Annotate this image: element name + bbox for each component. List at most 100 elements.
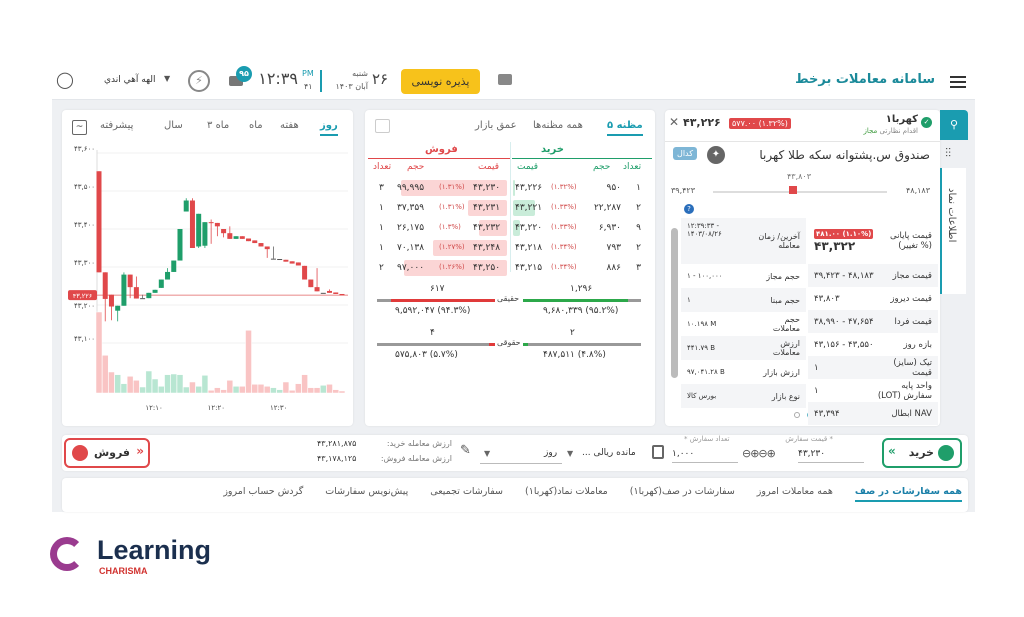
order-book-tab[interactable]: ۵ مظنه xyxy=(607,120,643,136)
order-qty-input[interactable]: ۱,۰۰۰ xyxy=(672,449,738,463)
bottom-tab[interactable]: پیش‌نویس سفارشات xyxy=(325,486,409,497)
candle-body xyxy=(339,293,345,296)
info-label: ارزش معاملات xyxy=(772,339,800,357)
chevron-down-icon[interactable]: ▼ xyxy=(567,449,574,458)
order-book-row[interactable]: ۱ ۹۵۰ (۱.۳۲%) ۴۳,۲۲۶ ۴۳,۲۳۰ (۱.۳۱%) ۹۹,۹۹۵ ۳ xyxy=(365,178,655,198)
chart-tab[interactable]: هفته xyxy=(280,120,299,131)
buy-value-label: ارزش معامله خرید: xyxy=(386,439,452,448)
order-book-row[interactable]: ۳ ۸۸۶ (۱.۳۴%) ۴۳,۲۱۵ ۴۳,۲۵۰ (۱.۲۶%) ۹۷,۰۰۰ ۲ xyxy=(365,258,655,278)
candle-body xyxy=(177,229,183,261)
filter-icon[interactable]: ⫶⫶ xyxy=(945,146,952,160)
buy-pct: (۱.۳۴%) xyxy=(551,243,577,251)
sell-value: ۴۳,۱۷۸,۱۲۵ xyxy=(317,454,357,463)
sell-underline xyxy=(368,158,510,159)
candle-body xyxy=(115,305,121,311)
plug-icon[interactable]: ⚡ xyxy=(188,70,210,92)
chart-tab[interactable]: سال xyxy=(164,120,183,131)
scrollbar[interactable] xyxy=(671,228,678,378)
chevron-down-icon[interactable]: ▼ xyxy=(164,74,171,83)
legal-buy-value: ۴۸۷,۵۱۱ (۴.۸%) xyxy=(543,350,606,360)
bottom-tabs: همه سفارشات در صف همه معاملات امروز سفارشا… xyxy=(62,478,968,512)
info-label: حجم معاملات xyxy=(772,315,800,333)
volume-bar xyxy=(170,373,178,394)
bottom-tab[interactable]: سفارشات در صف(کهربا۱) xyxy=(629,486,735,497)
info-label: آخرین/ زمان معامله xyxy=(758,232,800,250)
buy-price: ۴۳,۲۲۶ xyxy=(515,183,543,193)
order-price-label: قیمت سفارش * xyxy=(785,435,833,443)
sell-button[interactable]: » فروش xyxy=(64,438,150,468)
menu-icon[interactable] xyxy=(950,76,966,88)
help-icon[interactable]: ? xyxy=(684,204,694,214)
candle-body xyxy=(308,279,314,288)
candle-body xyxy=(221,229,227,234)
user-name[interactable]: الهه آهي اندي xyxy=(104,75,156,85)
buy-count: ۲ xyxy=(636,243,641,253)
chart-tab[interactable]: روز xyxy=(320,120,338,136)
balance-select[interactable]: مانده ریالی ... xyxy=(582,448,636,458)
candle-body xyxy=(165,271,171,280)
bottom-tab[interactable]: همه معاملات امروز xyxy=(756,486,833,497)
change-badge: ۵۷۷.۰۰ (۱.۳۲%) xyxy=(729,118,791,129)
sell-button-label: فروش xyxy=(93,446,130,459)
order-book-row[interactable]: ۲ ۲۲,۲۸۷ (۱.۳۳%) ۴۳,۲۲۱ ۴۳,۲۳۱ (۱.۳۱%) ۳۷,۳۵۹ ۱ xyxy=(365,198,655,218)
buy-price-header: قیمت xyxy=(517,162,539,172)
chart-tab[interactable]: ماه xyxy=(249,120,263,131)
info-value: بورس کالا xyxy=(687,392,717,400)
order-price-input[interactable]: ۴۳,۲۳۰ xyxy=(798,449,864,463)
price-stepper-icons[interactable]: ⊖⊕⊖⊕ xyxy=(742,447,776,460)
sell-price-header: قیمت xyxy=(478,162,500,172)
wallet-icon[interactable] xyxy=(498,74,512,85)
legal-sell-value: ۵۷۵,۸۰۳ (۵.۷%) xyxy=(395,350,458,360)
buy-button[interactable]: خرید « xyxy=(882,438,962,468)
sell-price: ۴۳,۲۳۱ xyxy=(473,203,501,213)
y-tick-label: ۴۳,۲۰۰ xyxy=(74,302,95,310)
chart-tab[interactable]: پیشرفته xyxy=(100,120,134,131)
validity-select[interactable]: روز xyxy=(544,448,558,458)
order-book-row[interactable]: ۲ ۷۹۳ (۱.۳۴%) ۴۳,۲۱۸ ۴۳,۲۴۸ (۱.۲۷%) ۷۰,۱۳۸ ۱ xyxy=(365,238,655,258)
info-label: واحد پایه سفارش (LOT) xyxy=(877,380,932,401)
codal-button[interactable]: کدال xyxy=(673,147,698,160)
legal-buy-share-bar xyxy=(523,343,529,346)
depth-chart-icon[interactable] xyxy=(375,119,390,133)
eraser-icon[interactable]: ✎ xyxy=(460,443,471,458)
info-row: بورس کالا نوع بازار xyxy=(681,384,806,408)
search-button[interactable]: ⚲ xyxy=(940,110,968,140)
ipo-button[interactable]: پذیره نویسی xyxy=(401,69,480,94)
sell-count: ۲ xyxy=(379,263,384,273)
y-tick-label: ۴۳,۴۰۰ xyxy=(74,221,95,229)
user-icon[interactable]: ◯ xyxy=(56,70,74,89)
legal-label: حقوقی xyxy=(497,338,521,347)
real-label: حقیقی xyxy=(497,294,520,303)
close-icon[interactable]: ✕ xyxy=(669,115,680,129)
last-price-tag-bg xyxy=(68,290,97,301)
calculator-icon[interactable] xyxy=(652,445,664,459)
chevron-down-icon[interactable]: ▼ xyxy=(484,449,491,458)
bottom-tab[interactable]: همه سفارشات در صف xyxy=(854,486,962,502)
bottom-tab[interactable]: گردش حساب امروز xyxy=(223,486,304,497)
page-dot[interactable] xyxy=(794,412,800,418)
bottom-tab[interactable]: معاملات نماد(کهربا۱) xyxy=(525,486,608,497)
last-price-tag: ۴۳,۲۲۶ xyxy=(68,290,97,301)
order-book-tab[interactable]: همه مظنه‌ها xyxy=(533,120,583,131)
chart-tab[interactable]: ۳ ماه xyxy=(207,120,230,131)
candle-body xyxy=(252,240,258,244)
mail-icon[interactable] xyxy=(229,76,243,86)
tse-logo-icon[interactable]: ✦ xyxy=(707,146,725,164)
buy-price: ۴۳,۲۲۱ xyxy=(515,203,543,213)
info-value-text: ۳۸,۹۹۰ - ۴۷,۶۵۴ xyxy=(814,316,874,327)
candle-body xyxy=(277,259,283,261)
candle-body xyxy=(289,261,295,264)
side-tab-symbol-info[interactable]: اطلاعات نماد xyxy=(940,168,966,294)
info-label: حجم مبنا xyxy=(770,295,800,305)
candle-body xyxy=(140,298,146,300)
buy-pct: (۱.۳۲%) xyxy=(551,183,577,191)
day-number: ۲۶ xyxy=(372,70,389,88)
sell-volume-header: حجم xyxy=(407,162,425,172)
x-tick-label: ۱۲:۳۰ xyxy=(270,404,287,412)
chart-type-icon[interactable]: ~ xyxy=(72,120,87,135)
info-value-text: ۴۳,۳۲۲ xyxy=(814,239,856,253)
bottom-tab[interactable]: سفارشات تجمیعی xyxy=(430,486,503,497)
order-book-tab[interactable]: عمق بازار xyxy=(475,120,517,131)
order-book-row[interactable]: ۹ ۶,۹۳۰ (۱.۳۳%) ۴۳,۲۲۰ ۴۳,۲۳۲ (۱.۳%) ۲۶,۱۷۵ ۱ xyxy=(365,218,655,238)
sell-price: ۴۳,۲۳۰ xyxy=(473,183,501,193)
